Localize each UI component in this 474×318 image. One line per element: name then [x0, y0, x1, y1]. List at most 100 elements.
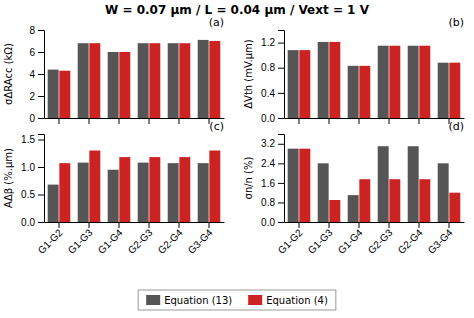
bar [48, 185, 59, 222]
x-tick-label: G2-G4 [156, 227, 185, 256]
bar [179, 157, 190, 222]
y-axis-title: AΔβ (%.μm) [3, 148, 14, 208]
x-tick: G2-G4 [396, 222, 425, 256]
series [288, 146, 449, 222]
y-tick: 1.2 [261, 37, 284, 48]
legend-swatch [146, 295, 160, 305]
bar [378, 46, 389, 118]
bar [89, 43, 100, 118]
bar [389, 46, 400, 118]
y-tick: 0.8 [261, 62, 284, 73]
x-tick-mark [59, 222, 60, 228]
bar [138, 163, 149, 222]
x-axis [45, 118, 225, 124]
y-tick-label: 1.2 [261, 37, 275, 48]
x-tick-label: G3-G4 [426, 227, 455, 256]
bar [408, 46, 419, 118]
x-tick-mark [449, 222, 450, 228]
y-axis-title: σΔRAcc (kΩ) [3, 43, 14, 105]
x-tick-mark [119, 118, 120, 124]
chart: W = 0.07 μm / L = 0.04 μm / Vext = 1 V02… [0, 0, 474, 318]
x-tick-label: G1-G4 [96, 227, 125, 256]
x-axis: G1-G2G1-G3G1-G4G2-G3G2-G4G3-G4 [36, 222, 225, 256]
bar [329, 42, 340, 118]
x-tick: G1-G4 [96, 222, 125, 256]
y-tick-mark [38, 96, 44, 97]
legend-frame [138, 290, 336, 310]
y-tick-mark [278, 68, 284, 69]
x-tick-label: G3-G4 [186, 227, 215, 256]
legend: Equation (13)Equation (4) [138, 290, 336, 310]
bar [108, 52, 119, 118]
x-tick [299, 118, 300, 124]
y-tick-label: 0.0 [21, 217, 35, 228]
y-axis-line [278, 135, 285, 223]
x-tick-mark [359, 222, 360, 228]
y-axis: 0.00.40.81.2 [261, 31, 284, 124]
y-tick-mark [38, 52, 44, 53]
y-tick-mark [278, 183, 284, 184]
y-axis-title: ΔVth (mV.μm) [243, 39, 254, 109]
x-tick [389, 118, 390, 124]
bar [59, 71, 70, 118]
y-tick-mark [38, 30, 44, 31]
bar [78, 163, 89, 222]
y-tick-label: 1.6 [261, 178, 275, 189]
y-tick: 6 [29, 47, 44, 58]
x-tick-mark [329, 222, 330, 228]
y-tick-mark [38, 118, 44, 119]
bar [438, 163, 449, 222]
series [59, 41, 220, 118]
x-tick-mark [209, 222, 210, 228]
y-tick: 0.0 [21, 217, 44, 228]
bar [419, 179, 430, 222]
x-tick: G1-G2 [276, 222, 305, 256]
x-tick-label: G1-G2 [36, 227, 65, 256]
y-axis-title: σn/n (%) [243, 156, 254, 199]
y-tick-mark [38, 195, 44, 196]
panel-tag: (d) [448, 120, 464, 133]
x-tick-mark [389, 118, 390, 124]
bar [89, 151, 100, 223]
y-tick: 1.6 [261, 178, 284, 189]
x-tick-label: G1-G3 [306, 227, 335, 256]
bars [48, 151, 221, 223]
y-tick-mark [278, 144, 284, 145]
y-tick: 2 [29, 91, 44, 102]
bar [179, 43, 190, 118]
panel: 0.00.51.01.5G1-G2G1-G3G1-G4G2-G3G2-G4G3-… [3, 120, 225, 256]
y-axis-line [38, 135, 45, 223]
x-tick-mark [419, 118, 420, 124]
y-tick-label: 8 [29, 25, 35, 36]
x-tick-label: G2-G3 [366, 227, 395, 256]
y-tick: 2.4 [261, 158, 284, 169]
bar [318, 163, 329, 222]
panel: 02468σΔRAcc (kΩ)(a) [3, 16, 225, 124]
y-tick: 3.2 [261, 138, 284, 149]
bar [318, 42, 329, 118]
x-tick-mark [329, 118, 330, 124]
bar [288, 149, 299, 222]
y-tick-label: 1.5 [21, 134, 35, 145]
x-tick [329, 118, 330, 124]
bar [198, 40, 209, 118]
x-axis-line [45, 118, 225, 119]
y-tick-mark [278, 43, 284, 44]
x-tick-label: G1-G4 [336, 227, 365, 256]
x-tick: G3-G4 [426, 222, 455, 256]
title: W = 0.07 μm / L = 0.04 μm / Vext = 1 V [105, 3, 370, 17]
x-tick: G1-G3 [66, 222, 95, 256]
panel-tag: (c) [209, 120, 224, 133]
x-tick: G1-G2 [36, 222, 65, 256]
bar [198, 163, 209, 222]
bar [449, 193, 460, 222]
bar [108, 170, 119, 222]
bar [119, 157, 130, 222]
x-tick: G1-G4 [336, 222, 365, 256]
y-tick-label: 4 [29, 69, 35, 80]
bar [209, 151, 220, 223]
bar [438, 63, 449, 118]
x-tick-mark [89, 118, 90, 124]
x-axis-line [285, 222, 465, 223]
x-tick-mark [179, 222, 180, 228]
